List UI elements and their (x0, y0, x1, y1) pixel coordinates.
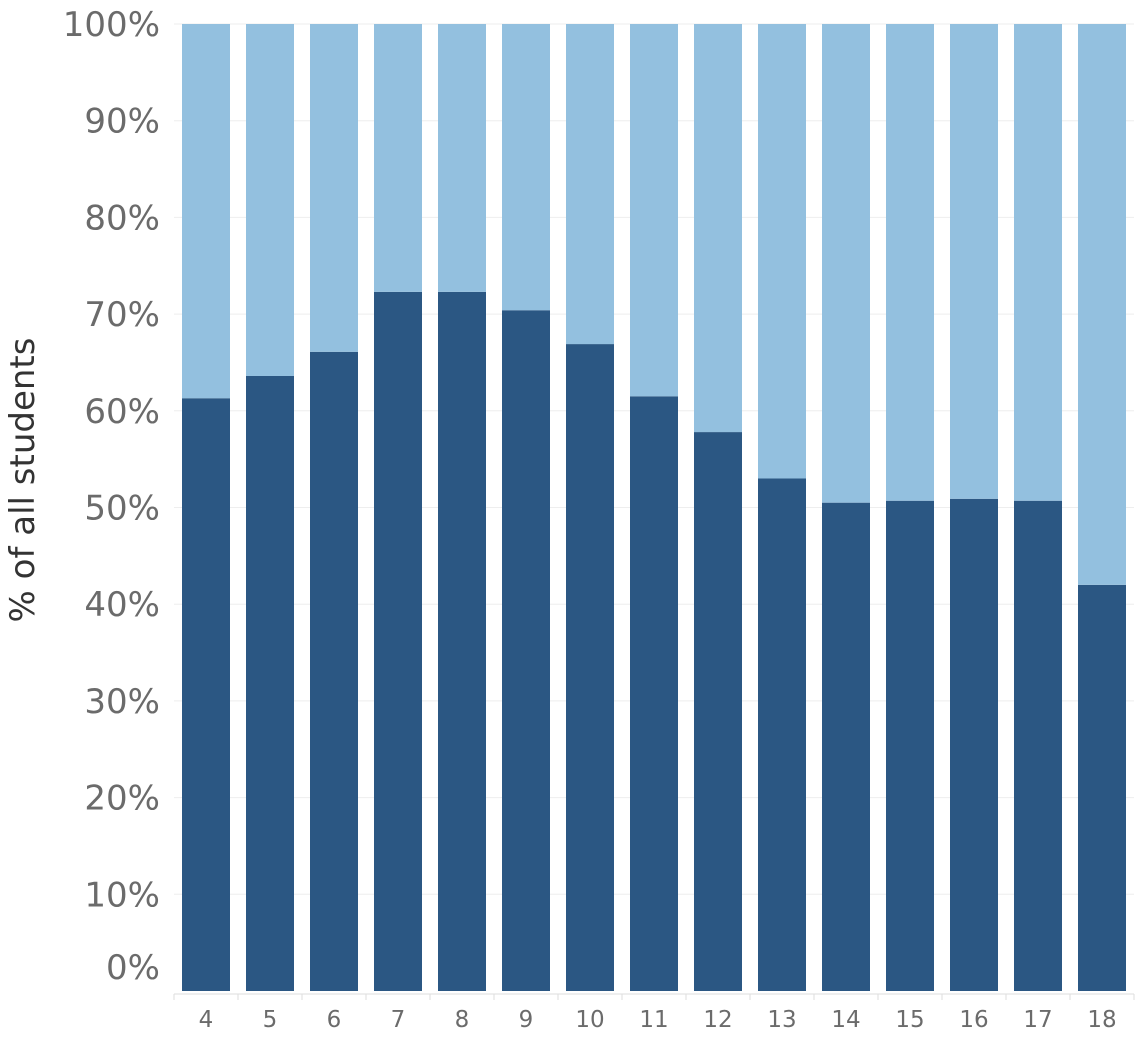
y-tick-label: 90% (84, 102, 160, 142)
y-tick-label: 100% (63, 5, 160, 45)
axes: 0% 10% 20% 30% 40% 50% 60% 70% 80% 90% 100% 4 5 6 7 8 9 1… (63, 5, 1135, 1033)
y-tick-label: 60% (84, 392, 160, 432)
bar-segment-lower (182, 398, 230, 991)
bar-segment-upper (566, 24, 614, 345)
y-tick-label: 0% (106, 948, 160, 988)
x-tick-label: 13 (767, 1007, 796, 1033)
y-tick-label: 50% (84, 489, 160, 529)
x-tick-label: 7 (391, 1007, 406, 1033)
bar-segment-lower (1014, 500, 1062, 991)
x-tick-label: 11 (639, 1007, 668, 1033)
x-tick-label: 9 (519, 1007, 534, 1033)
bars (182, 24, 1126, 992)
bar-segment-lower (694, 432, 742, 992)
bar-segment-lower (822, 502, 870, 991)
y-tick-label: 30% (84, 682, 160, 722)
x-tick-label: 10 (575, 1007, 604, 1033)
bar-segment-upper (182, 24, 230, 399)
bar-segment-lower (1078, 584, 1126, 991)
y-tick-label: 10% (84, 875, 160, 915)
bar-segment-lower (950, 498, 998, 991)
y-tick-label: 70% (84, 295, 160, 335)
x-tick-label: 15 (895, 1007, 924, 1033)
bar-segment-lower (566, 344, 614, 991)
bar-segment-upper (886, 24, 934, 501)
bar-segment-upper (374, 24, 422, 292)
x-tick-label: 8 (455, 1007, 470, 1033)
bar-segment-upper (1078, 24, 1126, 585)
bar-segment-upper (310, 24, 358, 352)
y-tick-label: 20% (84, 779, 160, 819)
bar-segment-lower (502, 310, 550, 991)
x-tick-label: 18 (1087, 1007, 1116, 1033)
bar-segment-upper (950, 24, 998, 499)
bar-segment-upper (822, 24, 870, 503)
bar-segment-lower (758, 478, 806, 991)
x-tick-label: 16 (959, 1007, 988, 1033)
y-tick-label: 80% (84, 198, 160, 238)
y-tick-label: 40% (84, 585, 160, 625)
bar-segment-upper (1014, 24, 1062, 501)
x-tick-label: 5 (263, 1007, 278, 1033)
bar-segment-lower (374, 291, 422, 991)
bar-segment-upper (502, 24, 550, 311)
bar-segment-lower (630, 396, 678, 991)
bar-segment-lower (886, 500, 934, 991)
bar-segment-upper (694, 24, 742, 433)
x-tick-label: 12 (703, 1007, 732, 1033)
x-tick-label: 4 (199, 1007, 214, 1033)
x-tick-label: 6 (327, 1007, 342, 1033)
bar-segment-upper (246, 24, 294, 376)
bar-segment-upper (758, 24, 806, 479)
x-tick-label: 17 (1023, 1007, 1052, 1033)
bar-segment-upper (630, 24, 678, 397)
x-tick-label: 14 (831, 1007, 860, 1033)
bar-segment-lower (310, 351, 358, 991)
bar-segment-lower (438, 291, 486, 991)
bar-segment-upper (438, 24, 486, 292)
bar-segment-lower (246, 375, 294, 991)
y-axis-label: % of all students (3, 338, 43, 623)
